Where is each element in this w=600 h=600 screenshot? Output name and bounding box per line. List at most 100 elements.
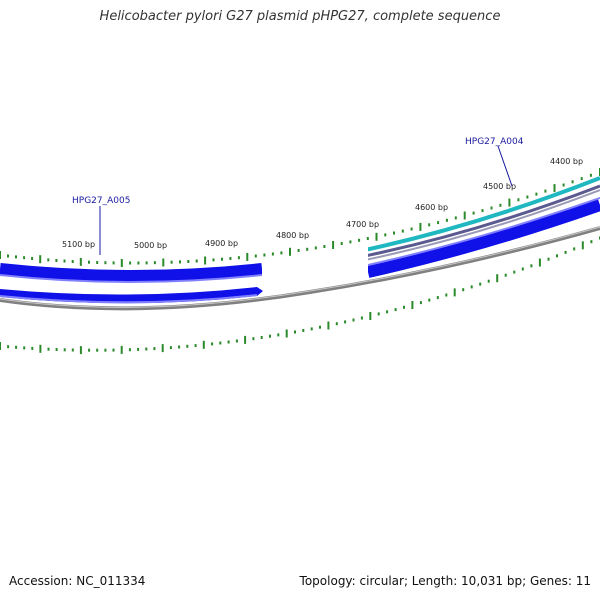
inner-ring-tick xyxy=(88,348,91,352)
inner-ring-tick xyxy=(169,346,172,350)
leader-line-a004 xyxy=(497,145,513,187)
inner-ring-tick xyxy=(428,298,431,302)
outer-ring-tick xyxy=(153,261,156,265)
outer-ring-tick xyxy=(271,252,274,256)
inner-ring-tick xyxy=(419,301,422,305)
outer-ring-tick xyxy=(366,237,369,240)
tick-label-4600: 4600 bp xyxy=(415,203,448,212)
outer-ring-tick xyxy=(79,257,82,266)
outer-ring-tick xyxy=(112,261,115,265)
outer-ring-tick xyxy=(280,251,283,255)
inner-ring-tick xyxy=(47,347,50,351)
outer-ring-tick xyxy=(289,247,291,256)
outer-ring-tick xyxy=(562,183,565,187)
outer-ring-tick xyxy=(437,221,440,225)
outer-ring-tick xyxy=(129,261,132,265)
outer-ring-tick xyxy=(179,260,181,264)
outer-ring-tick xyxy=(428,223,431,227)
gene-bar-outer-left-shade xyxy=(0,274,262,283)
outer-ring-tick xyxy=(454,216,457,220)
outer-ring-tick xyxy=(499,203,502,207)
inner-ring-tick xyxy=(23,346,26,350)
inner-ring-tick xyxy=(547,257,550,261)
inner-ring-tick xyxy=(573,247,576,251)
backbone-arc-highlight xyxy=(0,226,600,308)
outer-ring-tick xyxy=(490,206,493,210)
inner-ring-tick xyxy=(285,329,288,338)
inner-ring-tick xyxy=(63,348,66,352)
inner-ring-tick xyxy=(128,348,131,352)
outer-ring-tick xyxy=(384,233,387,237)
outer-ring-tick xyxy=(332,241,335,249)
inner-ring-tick xyxy=(470,285,473,289)
inner-ring-tick xyxy=(369,312,372,320)
inner-tick-ring xyxy=(0,236,600,355)
outer-ring-tick xyxy=(221,257,223,261)
inner-ring-tick xyxy=(260,336,263,339)
outer-ring-tick xyxy=(323,245,326,248)
inner-ring-tick xyxy=(0,342,1,350)
inner-ring-tick xyxy=(277,333,280,337)
inner-ring-tick xyxy=(202,340,205,349)
inner-ring-tick xyxy=(178,345,181,349)
inner-ring-tick xyxy=(377,312,380,316)
inner-ring-tick xyxy=(302,329,305,332)
outer-ring-tick xyxy=(137,261,140,265)
inner-ring-tick xyxy=(538,258,541,267)
inner-ring-tick xyxy=(219,341,222,345)
inner-ring-tick xyxy=(581,241,584,250)
inner-ring-tick xyxy=(39,344,42,353)
inner-ring-tick xyxy=(153,347,156,351)
inner-ring-tick xyxy=(137,347,140,351)
feature-band-slate xyxy=(368,184,600,257)
inner-ring-tick xyxy=(521,267,524,271)
outer-ring-tick xyxy=(535,192,538,196)
outer-ring-tick xyxy=(393,231,395,235)
inner-ring-tick xyxy=(411,301,414,309)
inner-ring-tick xyxy=(31,346,34,350)
inner-ring-tick xyxy=(145,347,148,351)
inner-ring-tick xyxy=(453,288,456,297)
inner-ring-tick xyxy=(96,348,99,352)
outer-ring-tick xyxy=(481,209,484,213)
inner-ring-tick xyxy=(7,345,10,349)
inner-ring-tick xyxy=(244,335,247,344)
outer-ring-tick xyxy=(526,195,529,199)
inner-ring-tick xyxy=(71,348,74,352)
outer-ring-tick xyxy=(589,173,592,177)
topology-summary: Topology: circular; Length: 10,031 bp; G… xyxy=(299,574,591,588)
outer-ring-tick xyxy=(71,260,74,263)
outer-ring-tick xyxy=(47,258,50,262)
gene-label-a004[interactable]: HPG27_A004 xyxy=(465,137,524,147)
outer-ring-tick xyxy=(349,240,352,244)
outer-ring-tick xyxy=(55,259,58,262)
outer-ring-tick xyxy=(145,261,148,265)
outer-ring-tick xyxy=(580,177,583,181)
tick-label-4800: 4800 bp xyxy=(276,231,309,240)
inner-ring-tick xyxy=(564,250,567,254)
outer-ring-tick xyxy=(254,254,257,258)
outer-ring-tick xyxy=(162,258,165,267)
outer-ring-tick xyxy=(170,260,173,264)
outer-ring-tick xyxy=(96,261,99,264)
outer-ring-tick xyxy=(358,238,361,242)
inner-ring-tick xyxy=(161,344,164,353)
outer-ring-tick xyxy=(571,180,574,184)
inner-ring-tick xyxy=(360,316,363,320)
tick-label-4400: 4400 bp xyxy=(550,157,583,166)
inner-ring-tick xyxy=(344,320,347,324)
outer-ring-tick xyxy=(23,256,26,260)
inner-ring-tick xyxy=(504,273,507,277)
gene-label-a005[interactable]: HPG27_A005 xyxy=(72,196,130,206)
inner-ring-tick xyxy=(403,305,405,309)
inner-ring-tick xyxy=(269,334,271,338)
tick-label-4900: 4900 bp xyxy=(205,239,238,248)
inner-ring-tick xyxy=(590,240,593,244)
inner-ring-tick xyxy=(487,279,490,283)
outer-ring-tick xyxy=(306,247,309,251)
inner-ring-tick xyxy=(252,337,255,341)
outer-ring-tick xyxy=(195,259,198,263)
inner-ring-tick xyxy=(556,254,558,258)
map-title: Helicobacter pylori G27 plasmid pHPG27, … xyxy=(99,9,501,24)
